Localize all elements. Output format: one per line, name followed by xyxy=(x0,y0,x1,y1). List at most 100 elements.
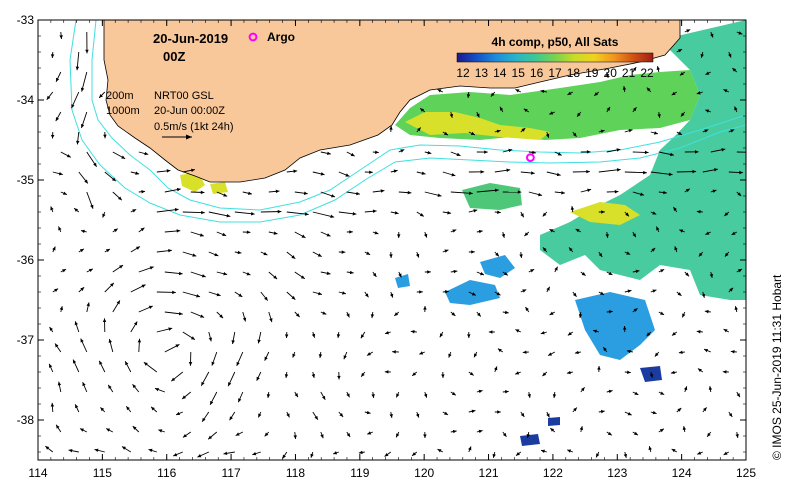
current-arrowhead xyxy=(694,150,699,154)
current-arrowhead xyxy=(704,129,709,133)
current-arrowhead xyxy=(616,168,621,172)
current-arrowhead xyxy=(238,398,242,403)
current-arrowhead xyxy=(519,254,523,258)
argo-legend-label: Argo xyxy=(267,30,295,44)
current-arrow xyxy=(286,211,309,215)
current-arrowhead xyxy=(670,370,675,375)
current-arrowhead xyxy=(447,211,452,215)
current-arrowhead xyxy=(643,170,647,175)
current-arrowhead xyxy=(50,134,55,139)
current-arrowhead xyxy=(105,248,110,253)
current-arrowhead xyxy=(197,454,202,458)
current-arrowhead xyxy=(154,387,159,392)
current-arrowhead xyxy=(141,189,146,194)
current-arrowhead xyxy=(269,318,273,323)
current-arrowhead xyxy=(102,318,107,323)
current-arrowhead xyxy=(54,288,59,293)
current-arrowhead xyxy=(80,229,85,234)
current-arrowhead xyxy=(520,412,525,417)
current-arrowhead xyxy=(303,191,308,195)
current-arrowhead xyxy=(671,448,676,453)
current-arrowhead xyxy=(607,431,612,436)
current-arrowhead xyxy=(627,370,631,374)
current-arrowhead xyxy=(552,394,557,398)
current-arrowhead xyxy=(678,350,683,355)
current-arrowhead xyxy=(341,250,346,254)
argo-float-marker xyxy=(525,153,535,163)
scale-arrow-head xyxy=(186,134,192,140)
current-arrowhead xyxy=(578,314,583,318)
current-arrowhead xyxy=(311,374,316,378)
current-arrowhead xyxy=(579,426,584,431)
current-arrowhead xyxy=(697,451,702,455)
current-arrowhead xyxy=(504,390,509,394)
current-arrowhead xyxy=(231,340,235,345)
current-arrowhead xyxy=(304,212,309,216)
current-arrowhead xyxy=(99,94,103,98)
current-arrowhead xyxy=(466,94,471,98)
current-arrowhead xyxy=(554,266,558,271)
current-arrow xyxy=(208,211,231,217)
current-arrowhead xyxy=(635,269,640,274)
current-arrowhead xyxy=(116,300,120,305)
current-arrowhead xyxy=(502,432,507,437)
x-tick-label: 122 xyxy=(543,466,563,480)
x-axis: 114 115 116 117 118 119 120 121 122 123 124 125 xyxy=(28,20,756,480)
current-arrowhead xyxy=(723,329,728,333)
current-arrowhead xyxy=(516,452,520,456)
current-arrowhead xyxy=(277,209,282,214)
current-arrowhead xyxy=(692,169,697,174)
bathymetry-contours xyxy=(69,20,746,223)
current-arrowhead xyxy=(625,212,629,217)
current-arrowhead xyxy=(686,29,691,33)
current-arrowhead xyxy=(586,169,590,174)
current-arrowhead xyxy=(366,352,371,356)
current-arrowhead xyxy=(291,295,296,300)
current-arrowhead xyxy=(679,229,684,233)
current-arrowhead xyxy=(74,208,79,212)
current-arrowhead xyxy=(700,53,704,58)
current-arrowhead xyxy=(600,409,605,414)
colorbar-tick-label: 19 xyxy=(585,66,599,80)
current-arrowhead xyxy=(587,188,592,192)
current-arrowhead xyxy=(575,228,580,233)
current-arrowhead xyxy=(549,111,554,115)
current-arrowhead xyxy=(56,77,60,82)
x-tick-label: 117 xyxy=(222,466,241,480)
current-arrowhead xyxy=(549,229,554,233)
current-arrowhead xyxy=(242,317,247,322)
current-arrowhead xyxy=(567,331,572,336)
current-arrowhead xyxy=(148,305,153,310)
current-arrowhead xyxy=(441,374,445,378)
current-arrowhead xyxy=(709,273,714,278)
current-arrowhead xyxy=(674,246,678,251)
current-arrowhead xyxy=(389,254,393,258)
current-arrowhead xyxy=(415,253,420,258)
current-arrowhead xyxy=(192,253,197,257)
current-arrowhead xyxy=(526,433,531,438)
current-arrowhead xyxy=(66,154,71,158)
current-arrowhead xyxy=(549,311,554,315)
current-arrowhead xyxy=(453,269,458,274)
current-arrowhead xyxy=(125,361,129,366)
current-arrowhead xyxy=(640,192,645,196)
current-arrowhead xyxy=(449,113,454,118)
current-arrowhead xyxy=(45,446,50,450)
current-arrowhead xyxy=(752,151,756,154)
current-arrowhead xyxy=(496,291,501,296)
current-arrowhead xyxy=(495,252,499,257)
current-arrowhead xyxy=(522,350,527,354)
current-arrowhead xyxy=(52,246,56,251)
current-arrowhead xyxy=(374,231,379,235)
current-arrowhead xyxy=(651,247,656,252)
current-arrowhead xyxy=(540,331,545,335)
current-arrowhead xyxy=(133,321,138,326)
current-arrowhead xyxy=(723,451,728,455)
current-arrowhead xyxy=(392,350,396,354)
current-arrowhead xyxy=(93,162,97,167)
current-arrowhead xyxy=(68,448,73,453)
current-arrowhead xyxy=(451,173,456,177)
colorbar-ticks: 12 13 14 15 16 17 18 19 20 21 22 xyxy=(456,66,654,80)
current-arrowhead xyxy=(172,290,176,295)
current-arrowhead xyxy=(282,454,286,459)
